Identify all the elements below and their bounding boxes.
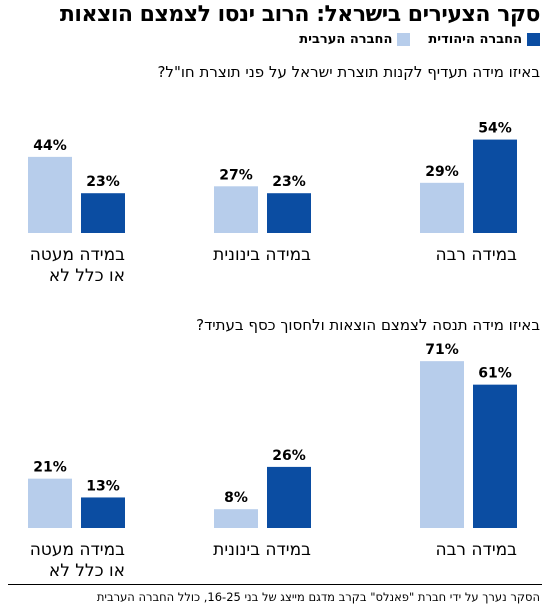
category-label-0: במידה רבה xyxy=(436,540,518,560)
footnote: הסקר נערך על ידי חברת "פאנלס" בקרב מדגם … xyxy=(96,590,540,604)
question-2: באיזו מידה תנסה לצמצם הוצאות ולחסוך כסף … xyxy=(196,316,540,334)
legend-swatch-arab xyxy=(397,33,411,46)
legend-item-jewish: החברה היהודית xyxy=(428,32,540,47)
value-label-arab-1: 27% xyxy=(219,167,253,183)
value-label-arab-1: 8% xyxy=(224,490,248,506)
value-label-jewish-0: 61% xyxy=(478,366,512,382)
bar-arab-2 xyxy=(28,156,72,233)
bar-jewish-2 xyxy=(81,193,125,233)
bar-arab-1 xyxy=(214,186,258,233)
bar-jewish-0 xyxy=(473,384,517,528)
category-label-1: במידה בינונית xyxy=(213,245,311,265)
value-label-arab-2: 21% xyxy=(33,460,67,476)
value-label-jewish-1: 23% xyxy=(272,174,306,190)
bar-arab-0 xyxy=(420,361,464,528)
bar-jewish-1 xyxy=(267,193,311,233)
bar-jewish-2 xyxy=(81,497,125,528)
value-label-arab-0: 29% xyxy=(425,164,459,180)
bar-chart-reduce-expenses: 61% 71% במידה רבה 26% 8% במידה בינונית 13% 21% ב… xyxy=(28,343,518,581)
bar-arab-1 xyxy=(214,509,258,528)
category-label-1: במידה בינונית xyxy=(213,540,311,560)
value-label-arab-2: 44% xyxy=(33,138,67,154)
category-label-2: במידה מעטה או כלל לא xyxy=(30,245,125,286)
legend: החברה היהודית החברה הערבית xyxy=(299,32,540,47)
bar-arab-0 xyxy=(420,182,464,233)
legend-label-jewish: החברה היהודית xyxy=(428,32,522,47)
value-label-jewish-2: 13% xyxy=(86,478,120,494)
category-label-2: במידה מעטה או כלל לא xyxy=(30,540,125,581)
bar-jewish-0 xyxy=(473,139,517,233)
bar-arab-2 xyxy=(28,478,72,528)
value-label-jewish-1: 26% xyxy=(272,448,306,464)
category-label-0: במידה רבה xyxy=(436,245,518,265)
footnote-divider xyxy=(8,584,542,585)
bar-chart-buy-israeli: 54% 29% במידה רבה 23% 27% במידה בינונית 23% 44%… xyxy=(28,121,518,286)
value-label-arab-0: 71% xyxy=(425,343,459,358)
question-1: באיזו מידה תעדיף לקנות תוצרת ישראל על פנ… xyxy=(157,63,540,81)
value-label-jewish-0: 54% xyxy=(478,121,512,137)
value-label-jewish-2: 23% xyxy=(86,174,120,190)
chart-title: סקר הצעירים בישראל: הרוב ינסו לצמצם הוצא… xyxy=(59,2,541,27)
legend-label-arab: החברה הערבית xyxy=(299,32,393,47)
legend-swatch-jewish xyxy=(527,33,540,46)
bar-jewish-1 xyxy=(267,466,311,528)
legend-item-arab: החברה הערבית xyxy=(299,32,411,47)
